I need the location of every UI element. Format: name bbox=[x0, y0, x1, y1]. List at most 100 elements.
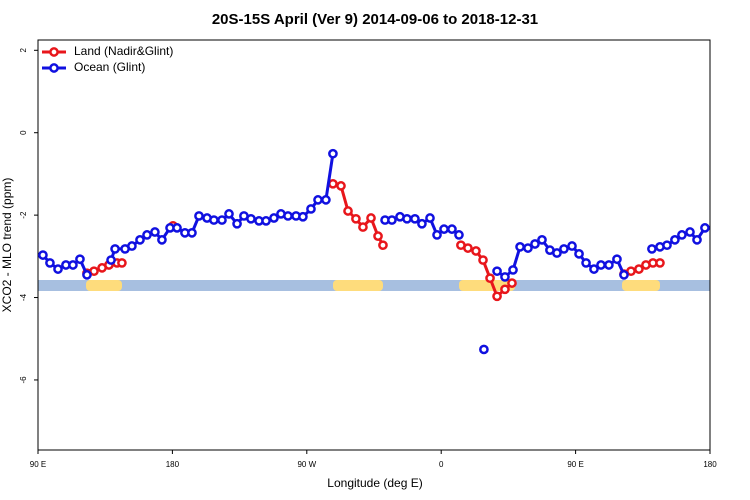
data-point bbox=[402, 213, 412, 224]
data-point bbox=[507, 278, 517, 288]
data-point bbox=[106, 255, 116, 265]
y-tick-label: -4 bbox=[19, 293, 28, 301]
data-point bbox=[387, 215, 397, 225]
data-point bbox=[432, 230, 442, 240]
data-point bbox=[373, 231, 383, 241]
y-tick-label: 0 bbox=[19, 130, 28, 135]
land-band bbox=[622, 280, 660, 291]
y-tick-label: -6 bbox=[19, 376, 28, 384]
x-tick-label: 0 bbox=[439, 460, 444, 469]
data-point bbox=[647, 244, 657, 254]
data-point bbox=[232, 218, 242, 229]
data-point bbox=[194, 211, 204, 221]
data-point bbox=[328, 178, 338, 189]
data-point bbox=[478, 255, 488, 265]
data-point bbox=[157, 234, 167, 245]
data-point bbox=[358, 222, 368, 232]
land-band bbox=[86, 280, 122, 291]
legend-label: Ocean (Glint) bbox=[74, 60, 145, 74]
data-point bbox=[410, 213, 420, 224]
data-point bbox=[559, 244, 569, 254]
data-point bbox=[552, 248, 562, 258]
data-point bbox=[634, 264, 644, 274]
data-point bbox=[454, 230, 464, 240]
y-tick-label: 2 bbox=[19, 48, 28, 53]
data-point bbox=[45, 258, 55, 268]
data-point bbox=[142, 230, 152, 240]
y-tick-label: -2 bbox=[19, 211, 28, 219]
data-point bbox=[366, 213, 376, 223]
data-point bbox=[298, 211, 308, 222]
data-point bbox=[82, 270, 92, 280]
data-point bbox=[530, 239, 540, 249]
plot-frame bbox=[37, 39, 711, 451]
data-point bbox=[589, 264, 599, 274]
data-point bbox=[351, 213, 361, 224]
data-point bbox=[110, 244, 120, 254]
data-point bbox=[485, 273, 495, 284]
data-point bbox=[492, 291, 502, 302]
data-point bbox=[677, 230, 687, 240]
data-point bbox=[75, 254, 85, 265]
data-point bbox=[127, 241, 137, 251]
data-point bbox=[500, 272, 510, 282]
data-point bbox=[336, 181, 346, 191]
x-tick-label: 180 bbox=[166, 460, 180, 469]
x-tick-label: 180 bbox=[703, 460, 717, 469]
data-point bbox=[700, 223, 710, 233]
data-point bbox=[612, 254, 622, 265]
data-point bbox=[670, 234, 680, 245]
data-point bbox=[574, 249, 584, 259]
x-axis-label: Longitude (deg E) bbox=[327, 476, 422, 490]
data-point bbox=[417, 218, 427, 229]
data-point bbox=[619, 270, 629, 280]
data-point bbox=[38, 250, 48, 260]
x-tick-label: 90 W bbox=[297, 460, 316, 469]
data-point bbox=[685, 227, 695, 237]
x-tick-label: 90 E bbox=[567, 460, 583, 469]
land-band bbox=[333, 280, 383, 291]
data-point bbox=[53, 264, 63, 274]
data-point bbox=[508, 265, 518, 275]
data-point bbox=[515, 242, 525, 252]
data-point bbox=[321, 195, 331, 205]
data-point bbox=[187, 227, 197, 238]
legend-label: Land (Nadir&Glint) bbox=[74, 44, 173, 58]
data-point bbox=[217, 215, 227, 225]
data-point bbox=[463, 243, 473, 253]
data-point bbox=[692, 234, 702, 245]
data-point bbox=[343, 206, 353, 216]
data-point bbox=[567, 241, 577, 251]
data-point bbox=[209, 215, 219, 225]
legend-marker bbox=[49, 63, 59, 73]
data-point bbox=[439, 224, 449, 234]
data-point bbox=[655, 258, 665, 268]
data-point bbox=[500, 284, 510, 295]
data-point bbox=[68, 260, 78, 270]
x-tick-label: 90 E bbox=[30, 460, 46, 469]
data-point bbox=[117, 258, 127, 268]
series-line bbox=[109, 153, 335, 261]
chart-title: 20S-15S April (Ver 9) 2014-09-06 to 2018… bbox=[212, 11, 538, 28]
data-point bbox=[492, 266, 502, 277]
data-point bbox=[313, 195, 323, 205]
legend-marker bbox=[49, 47, 59, 57]
data-point bbox=[269, 213, 279, 223]
data-point bbox=[596, 260, 606, 270]
data-point bbox=[662, 240, 672, 251]
data-point bbox=[581, 258, 591, 268]
data-point bbox=[479, 344, 489, 355]
data-point bbox=[261, 216, 271, 226]
data-point bbox=[283, 211, 293, 221]
data-point bbox=[537, 234, 547, 245]
surface-band bbox=[38, 280, 710, 291]
data-point bbox=[523, 243, 533, 253]
data-point bbox=[306, 204, 316, 214]
y-axis-label: XCO2 - MLO trend (ppm) bbox=[0, 178, 14, 313]
data-point bbox=[89, 266, 99, 277]
data-point bbox=[224, 209, 234, 219]
data-point bbox=[172, 223, 182, 233]
data-point bbox=[425, 213, 435, 223]
data-point bbox=[604, 260, 614, 270]
